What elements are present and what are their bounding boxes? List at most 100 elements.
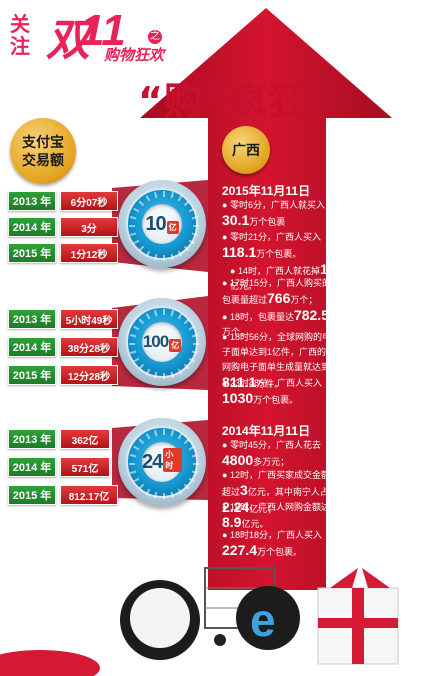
fact-2015-4: ● 17时15分，广西人购买的包裹量超过766万个； — [222, 278, 331, 306]
fact-text: 万个包裹。 — [257, 547, 303, 557]
fact-number: 30.1 — [222, 212, 250, 228]
fact-text: 亿元。 — [241, 519, 269, 529]
fact-text: 万个包裹。 — [256, 249, 302, 259]
alipay-line2: 交易额 — [22, 152, 64, 168]
row-g2-2013: 2013 年 5小时49秒 — [8, 309, 118, 329]
fact-number: 2.24 — [222, 499, 250, 515]
dial-tick — [188, 207, 195, 213]
year-value: 5小时49秒 — [60, 309, 118, 329]
dial-face: 100 亿 — [142, 322, 182, 362]
fact-number: 811.1 — [222, 374, 257, 390]
dial-tick — [163, 191, 165, 197]
dial-tick — [177, 250, 183, 257]
fact-number: 118.1 — [222, 244, 257, 260]
date-2014: 2014年11月11日 — [222, 424, 311, 438]
dial-tick — [138, 363, 145, 370]
fact-number: 8.9 — [222, 514, 242, 530]
fact-2015-1: ● 零时6分，广西人就买入30.1万个包裹 — [222, 200, 325, 228]
year-label: 2015 年 — [8, 243, 56, 263]
dial-tick — [170, 191, 175, 199]
fact-text: 零时6分，广西人就买入 — [229, 200, 325, 210]
dial-tick — [170, 429, 175, 437]
dial-tick — [138, 483, 145, 490]
year-label: 2015 年 — [8, 365, 56, 385]
dial-tick — [183, 483, 190, 490]
year-value: 571亿 — [60, 457, 110, 477]
dial-tick — [133, 207, 140, 213]
dial-tick — [191, 232, 199, 237]
fact-number: 3 — [240, 482, 248, 498]
dial-tick — [153, 309, 158, 317]
dial-tick — [153, 253, 158, 261]
dial-tick — [138, 245, 145, 252]
dial-tick — [153, 371, 158, 379]
dial-tick — [183, 245, 190, 252]
fact-number: 1030 — [222, 390, 254, 406]
fact-2014-4: ● 18时18分，广西人买入227.4万个包裹。 — [222, 530, 322, 558]
dial-tick — [163, 429, 165, 435]
dial-tick — [163, 255, 165, 261]
dial-tick — [188, 239, 195, 245]
dial-tick — [177, 368, 183, 375]
fact-text: 14时，广西人就花掉 — [237, 266, 320, 276]
row-g1-2015: 2015 年 1分12秒 — [8, 243, 118, 263]
fact-text: 23时48分，广西人买入 — [229, 378, 322, 388]
fact-number: 227.4 — [222, 542, 258, 558]
dial-tick — [183, 438, 190, 445]
year-label: 2014 年 — [8, 457, 56, 477]
dial-unit: 亿 — [169, 339, 182, 352]
dial-tick — [153, 191, 158, 199]
dial-10-yi: 10 亿 — [118, 180, 206, 268]
dial-tick — [129, 463, 135, 465]
dial-face: 24 小时 — [142, 442, 182, 482]
year-label: 2013 年 — [8, 309, 56, 329]
dial-tick — [145, 368, 151, 375]
dial-tick — [170, 371, 175, 379]
dial-tick — [177, 195, 183, 202]
header-eleven: 11 — [80, 6, 126, 55]
dial-number: 10 — [145, 212, 166, 235]
fact-2015-5: ● 18时，包裹量达782.5万个。 — [222, 307, 329, 338]
dial-tick — [191, 453, 199, 458]
dial-tick — [183, 318, 190, 325]
row-g3-2014: 2014 年 571亿 — [8, 457, 110, 477]
dial-tick — [129, 215, 137, 220]
dial-tick — [163, 493, 165, 499]
dial-tick — [188, 357, 195, 363]
dial-tick — [191, 350, 199, 355]
fact-2014-2: ● 12时，广西买家成交金额超过3亿元，其中南宁人占2.24亿元； — [222, 470, 330, 515]
fact-text: 万件。 — [256, 379, 284, 389]
dial-tick — [177, 488, 183, 495]
dial-tick — [163, 373, 165, 379]
date-2015: 2015年11月11日 — [222, 184, 311, 198]
alipay-line1: 支付宝 — [22, 134, 64, 150]
fact-2015-6: ● 18时56分，全球网购的电子面单达到1亿件，广西的网购电子面单生成量就达到8… — [222, 332, 331, 390]
fact-text: 18时18分，广西人买入 — [229, 530, 322, 540]
dial-24-hours: 24 小时 — [118, 418, 206, 506]
year-value: 1分12秒 — [60, 243, 118, 263]
year-label: 2014 年 — [8, 217, 56, 237]
header-shuang: 双 — [46, 16, 90, 65]
row-g2-2014: 2014 年 38分28秒 — [8, 337, 118, 357]
year-value: 6分07秒 — [60, 191, 118, 211]
fact-text: 万个包裹 — [249, 217, 286, 227]
year-value: 3分 — [60, 217, 118, 237]
row-g1-2013: 2013 年 6分07秒 — [8, 191, 118, 211]
dial-tick — [183, 200, 190, 207]
fact-number: 766 — [267, 290, 291, 306]
dial-tick — [129, 333, 137, 338]
dial-tick — [188, 477, 195, 483]
dial-tick — [133, 477, 140, 483]
fact-text: 18时，包裹量达 — [229, 312, 294, 322]
dial-tick — [129, 225, 135, 227]
dial-tick — [138, 318, 145, 325]
fact-text: 多万元； — [253, 457, 290, 467]
dial-tick — [170, 309, 175, 317]
dial-tick — [133, 357, 140, 363]
dial-tick — [170, 253, 175, 261]
dial-tick — [193, 225, 199, 227]
year-label: 2014 年 — [8, 337, 56, 357]
fact-text: 亿元。 — [230, 281, 258, 291]
dial-tick — [188, 445, 195, 451]
fact-number: 4800 — [222, 452, 254, 468]
